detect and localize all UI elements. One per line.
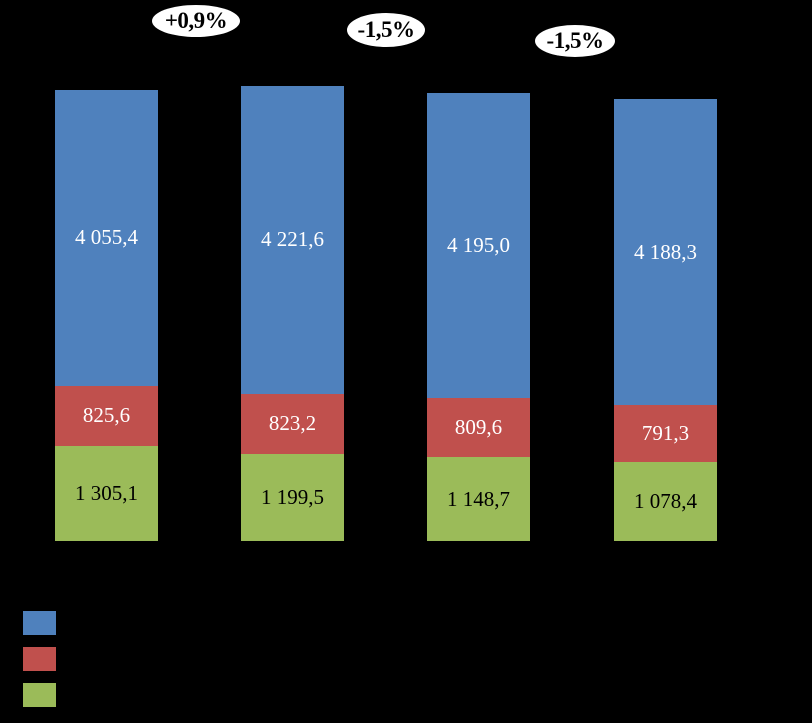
stacked-bar: 4 221,6 823,2 1 199,5 xyxy=(241,85,344,541)
percent-change-label: -1,5% xyxy=(546,28,604,53)
stacked-bar: 4 188,3 791,3 1 078,4 xyxy=(614,99,717,541)
stacked-bar: 4 195,0 809,6 1 148,7 xyxy=(427,92,530,541)
legend-item xyxy=(23,647,56,671)
legend-swatch-green-bottom-segment xyxy=(23,683,56,707)
blue-top-segment: 4 195,0 xyxy=(427,92,530,399)
red-middle-segment: 791,3 xyxy=(614,404,717,463)
green-bottom-segment: 1 199,5 xyxy=(241,453,344,541)
green-bottom-segment: 1 148,7 xyxy=(427,457,530,541)
blue-top-segment: 4 055,4 xyxy=(55,90,158,386)
segment-value-label: 4 055,4 xyxy=(75,225,138,250)
blue-top-segment: 4 221,6 xyxy=(241,85,344,394)
green-bottom-segment: 1 078,4 xyxy=(614,462,717,541)
segment-value-label: 809,6 xyxy=(454,415,503,440)
segment-value-label: 791,3 xyxy=(641,421,690,446)
chart-legend xyxy=(23,611,56,719)
segment-value-label: 4 195,0 xyxy=(447,232,510,257)
segment-value-label: 1 148,7 xyxy=(447,486,510,511)
segment-value-label: 1 305,1 xyxy=(75,480,138,505)
segment-value-label: 825,6 xyxy=(82,403,131,428)
red-middle-segment: 823,2 xyxy=(241,393,344,454)
segment-value-label: 823,2 xyxy=(268,411,317,435)
legend-swatch-blue-top-segment xyxy=(23,611,56,635)
legend-item xyxy=(23,611,56,635)
red-middle-segment: 825,6 xyxy=(55,385,158,446)
green-bottom-segment: 1 305,1 xyxy=(55,445,158,541)
segment-value-label: 4 221,6 xyxy=(261,227,324,252)
red-middle-segment: 809,6 xyxy=(427,398,530,458)
legend-swatch-red-middle-segment xyxy=(23,647,56,671)
percent-change-bubble: -1,5% xyxy=(535,25,615,57)
percent-change-label: +0,9% xyxy=(164,8,228,33)
legend-item xyxy=(23,683,56,707)
percent-change-label: -1,5% xyxy=(357,17,415,42)
blue-top-segment: 4 188,3 xyxy=(614,99,717,405)
segment-value-label: 1 199,5 xyxy=(261,484,324,509)
stacked-bar: 4 055,4 825,6 1 305,1 xyxy=(55,90,158,541)
segment-value-label: 1 078,4 xyxy=(634,489,697,514)
percent-change-bubble: +0,9% xyxy=(152,5,240,37)
percent-change-bubble: -1,5% xyxy=(347,13,425,47)
segment-value-label: 4 188,3 xyxy=(634,239,697,264)
